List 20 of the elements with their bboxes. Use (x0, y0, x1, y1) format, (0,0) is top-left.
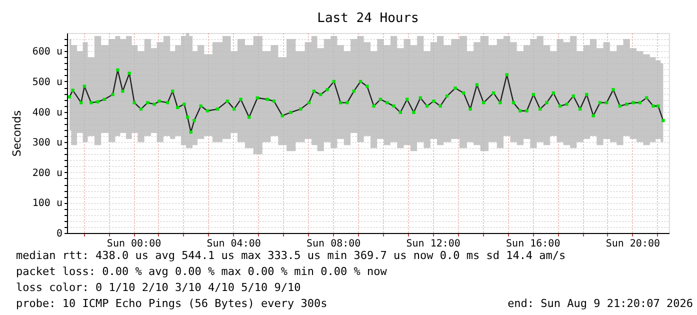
x-tick-label: Sun 04:00 (206, 238, 261, 250)
x-tick-label: Sun 16:00 (506, 238, 560, 250)
chart-title: Last 24 Hours (317, 11, 419, 26)
text: end: Sun Aug 9 21:20:07 2026 (508, 297, 693, 310)
x-tick-label: Sun 08:00 (306, 238, 361, 250)
text: probe: 10 ICMP Echo Pings (56 Bytes) every 300s (16, 297, 328, 310)
x-tick-label: Sun 20:00 (606, 238, 660, 250)
y-tick-label: 100 u (32, 198, 62, 210)
text: packet loss: 0.00 % avg 0.00 % max 0.00 % min 0.00 % now (16, 265, 388, 278)
x-tick-label: Sun 12:00 (406, 238, 460, 250)
text: loss color: 0 1/10 2/10 3/10 4/10 5/10 9/10 (16, 281, 301, 294)
y-tick-label: 500 u (32, 76, 62, 88)
y-tick-label: 300 u (32, 138, 62, 149)
text: median rtt: 438.0 us avg 544.1 us max 333.5 us min 369.7 us now 0.0 ms sd 14.4 am/s (16, 249, 566, 262)
y-tick-label: 400 u (32, 107, 62, 118)
y-tick-label: 200 u (32, 168, 62, 179)
y-tick-label: 600 u (32, 46, 62, 58)
y-tick-label: 0 (56, 228, 62, 240)
y-axis-title: Seconds (10, 110, 24, 157)
x-tick-label: Sun 00:00 (106, 238, 162, 250)
